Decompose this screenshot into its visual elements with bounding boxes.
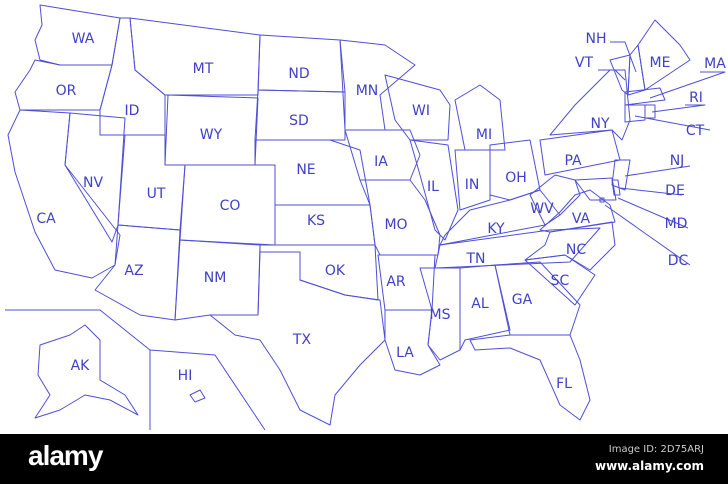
state-label-ar: AR xyxy=(386,274,406,290)
state-label-pa: PA xyxy=(564,153,582,169)
state-wi xyxy=(384,74,451,141)
state-label-md: MD xyxy=(665,216,688,232)
state-mi xyxy=(454,84,506,151)
state-ok xyxy=(259,244,379,301)
state-label-tx: TX xyxy=(292,332,312,348)
state-label-il: IL xyxy=(427,179,439,195)
state-in xyxy=(454,149,491,211)
state-label-nc: NC xyxy=(566,242,586,258)
state-label-mo: MO xyxy=(384,217,407,233)
state-label-oh: OH xyxy=(505,170,527,186)
state-label-wv: WV xyxy=(530,201,554,217)
state-label-ms: MS xyxy=(430,307,451,323)
state-me xyxy=(637,19,691,91)
state-nd xyxy=(257,34,346,93)
state-label-vt: VT xyxy=(575,55,594,71)
state-label-me: ME xyxy=(650,55,671,71)
state-label-ak: AK xyxy=(71,358,91,374)
state-label-mt: MT xyxy=(193,61,214,77)
state-ak xyxy=(34,324,139,419)
state-label-la: LA xyxy=(396,345,414,361)
state-label-sc: SC xyxy=(551,273,570,289)
state-ut xyxy=(117,134,186,231)
state-label-ct: CT xyxy=(686,123,705,139)
state-ia xyxy=(344,129,421,181)
state-label-id: ID xyxy=(125,103,140,119)
state-label-va: VA xyxy=(572,211,591,227)
state-label-ca: CA xyxy=(36,211,56,227)
state-al xyxy=(459,264,511,351)
state-dc xyxy=(599,197,605,203)
state-label-ks: KS xyxy=(307,213,325,229)
state-label-dc: DC xyxy=(668,253,689,269)
state-label-wa: WA xyxy=(72,31,95,47)
state-label-ny: NY xyxy=(590,116,609,132)
state-label-ia: IA xyxy=(374,154,388,170)
state-az xyxy=(94,224,181,321)
state-fl xyxy=(469,334,591,421)
footer-bar: alamy Image ID: 2D75ARJ www.alamy.com xyxy=(0,434,728,484)
state-ky xyxy=(439,189,561,246)
us-states-map: WA OR CA NV ID MT WY UT CO AZ NM ND SD NE KS OK TX MN IA MO… xyxy=(5,4,726,431)
state-tx xyxy=(209,251,386,426)
leader-lines xyxy=(5,41,726,431)
state-de xyxy=(611,179,621,196)
alamy-logo: alamy xyxy=(28,440,103,471)
state-label-de: DE xyxy=(665,183,685,199)
state-label-mn: MN xyxy=(356,83,379,99)
state-label-ri: RI xyxy=(689,90,703,106)
state-label-wi: WI xyxy=(412,103,430,119)
state-ga xyxy=(494,261,581,336)
state-label-in: IN xyxy=(465,177,480,193)
state-md xyxy=(574,177,617,201)
state-ma xyxy=(624,87,666,106)
state-label-nh: NH xyxy=(586,31,607,47)
state-sd xyxy=(254,89,346,141)
state-label-ut: UT xyxy=(147,186,166,202)
state-label-ne: NE xyxy=(296,162,315,178)
state-label-nj: NJ xyxy=(670,153,685,169)
state-mt xyxy=(129,17,261,96)
state-label-mi: MI xyxy=(476,127,492,143)
state-or xyxy=(14,59,113,111)
state-label-nv: NV xyxy=(83,175,103,191)
state-label-az: AZ xyxy=(124,263,143,279)
state-tn xyxy=(434,227,601,269)
state-label-sd: SD xyxy=(289,113,309,129)
state-il xyxy=(409,139,459,241)
state-nc xyxy=(524,221,616,271)
state-nj xyxy=(611,159,631,191)
state-label-ky: KY xyxy=(487,221,505,237)
state-label-nm: NM xyxy=(204,270,227,286)
site-url: www.alamy.com xyxy=(594,459,704,473)
state-wv xyxy=(529,174,581,226)
state-label-or: OR xyxy=(56,83,77,99)
state-nv xyxy=(64,112,126,243)
state-label-nd: ND xyxy=(288,66,309,82)
state-label-ga: GA xyxy=(512,292,533,308)
state-nh xyxy=(627,44,646,96)
state-label-co: CO xyxy=(220,198,241,214)
state-label-hi: HI xyxy=(178,368,193,384)
image-id: Image ID: 2D75ARJ xyxy=(608,444,704,455)
state-ct xyxy=(624,104,646,123)
state-label-tn: TN xyxy=(465,251,485,267)
state-label-al: AL xyxy=(471,296,489,312)
state-label-fl: FL xyxy=(556,376,572,392)
state-label-wy: WY xyxy=(200,127,223,143)
state-label-ma: MA xyxy=(704,56,726,72)
state-hi xyxy=(189,389,206,403)
state-label-ok: OK xyxy=(325,263,346,279)
